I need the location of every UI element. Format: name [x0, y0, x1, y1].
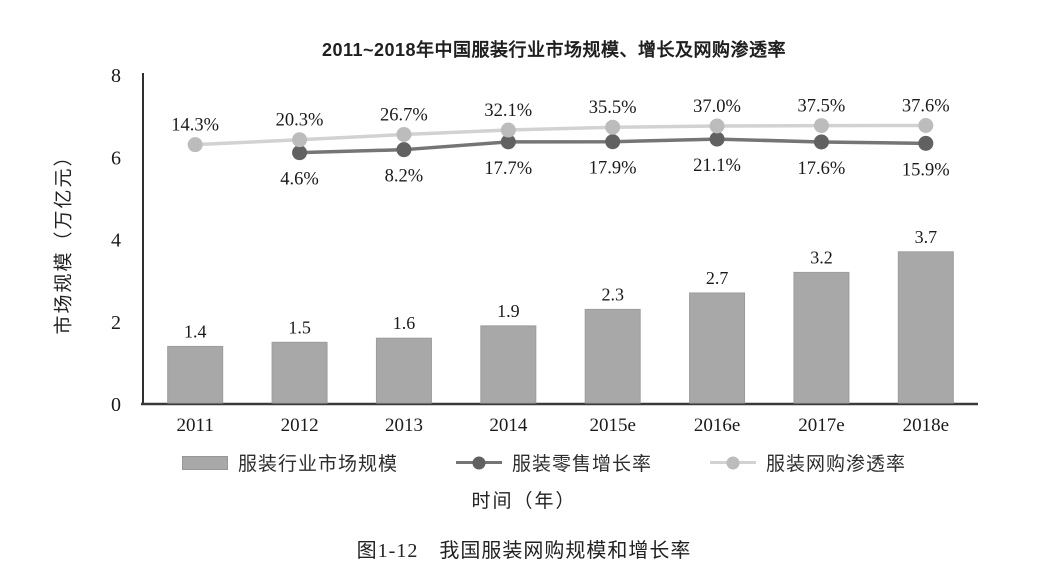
bar — [167, 345, 224, 404]
data-point — [292, 132, 308, 148]
x-tick-label: 2015e — [589, 415, 635, 436]
y-tick-label: 4 — [111, 230, 121, 252]
data-point — [918, 118, 934, 134]
data-point — [813, 134, 829, 150]
data-point — [605, 119, 621, 135]
data-point — [292, 145, 308, 161]
bar-value-label: 1.9 — [497, 301, 520, 321]
legend-item-label: 服装行业市场规模 — [237, 454, 398, 475]
y-tick-label: 8 — [111, 65, 121, 87]
data-point — [396, 142, 412, 158]
data-point — [709, 118, 725, 134]
percent-label: 21.1% — [693, 156, 741, 176]
percent-label: 8.2% — [385, 167, 424, 187]
bar-value-label: 1.5 — [288, 317, 311, 337]
legend-item-retail-growth: 服装零售增长率 — [455, 449, 652, 476]
percent-label: 37.6% — [902, 97, 950, 117]
bar — [375, 337, 432, 404]
percent-label: 4.6% — [280, 170, 319, 190]
x-tick-label: 2012 — [281, 415, 319, 436]
data-point — [500, 134, 516, 150]
legend-item-label: 服装零售增长率 — [511, 454, 652, 475]
percent-label: 37.5% — [798, 97, 846, 117]
bar-value-label: 3.7 — [915, 227, 938, 247]
percent-label: 32.1% — [484, 101, 532, 121]
line-dot-icon — [710, 455, 756, 470]
bar-value-label: 1.6 — [393, 313, 416, 333]
data-point — [918, 135, 934, 151]
chart-title: 2011~2018年中国服装行业市场规模、增长及网购渗透率 — [321, 40, 787, 60]
data-point — [187, 137, 203, 153]
bar-value-label: 2.7 — [706, 268, 729, 288]
legend-line-marker — [726, 456, 740, 469]
bar-swatch-icon — [181, 455, 228, 470]
x-tick-label: 2013 — [385, 415, 423, 436]
bar-value-label: 3.2 — [810, 247, 833, 267]
percent-label: 17.7% — [484, 159, 532, 179]
legend-line-marker — [472, 456, 486, 469]
y-tick-label: 6 — [111, 147, 121, 169]
x-axis-label: 时间（年） — [471, 491, 577, 512]
x-tick-label: 2014 — [489, 415, 528, 436]
percent-label: 15.9% — [902, 160, 950, 180]
data-point — [709, 131, 725, 147]
percent-label: 20.3% — [276, 111, 324, 131]
percent-label: 17.9% — [589, 159, 637, 179]
data-point — [396, 126, 412, 142]
percent-label: 26.7% — [380, 105, 428, 125]
figure-caption: 图1-12 我国服装网购规模和增长率 — [356, 540, 692, 562]
legend-item-label: 服装网购渗透率 — [766, 454, 907, 475]
x-tick-label: 2018e — [903, 415, 949, 436]
x-tick-label: 2017e — [798, 415, 844, 436]
data-point — [605, 134, 621, 150]
legend-item-online-penetration: 服装网购渗透率 — [710, 449, 906, 476]
bar-value-label: 2.3 — [601, 284, 624, 304]
percent-label: 35.5% — [589, 98, 637, 118]
bar-value-label: 1.4 — [184, 321, 207, 341]
x-tick-label: 2011 — [177, 415, 214, 436]
bar — [689, 292, 746, 404]
bar — [480, 325, 537, 404]
bar — [793, 271, 850, 404]
data-point — [813, 118, 829, 134]
legend-item-market-size: 服装行业市场规模 — [181, 449, 398, 476]
x-tick-label: 2016e — [694, 415, 740, 436]
percent-label: 37.0% — [693, 97, 741, 117]
line-dot-icon — [455, 455, 502, 470]
bar — [897, 251, 954, 404]
percent-label: 17.6% — [798, 159, 846, 179]
line-penetration — [195, 123, 926, 147]
data-point — [500, 122, 516, 138]
percent-label: 14.3% — [171, 116, 219, 136]
y-tick-label: 2 — [111, 312, 121, 334]
bar — [271, 341, 328, 404]
legend: 服装行业市场规模 服装零售增长率 服装网购渗透率 — [40, 449, 1048, 476]
bar — [584, 308, 641, 404]
y-tick-label: 0 — [111, 394, 121, 416]
